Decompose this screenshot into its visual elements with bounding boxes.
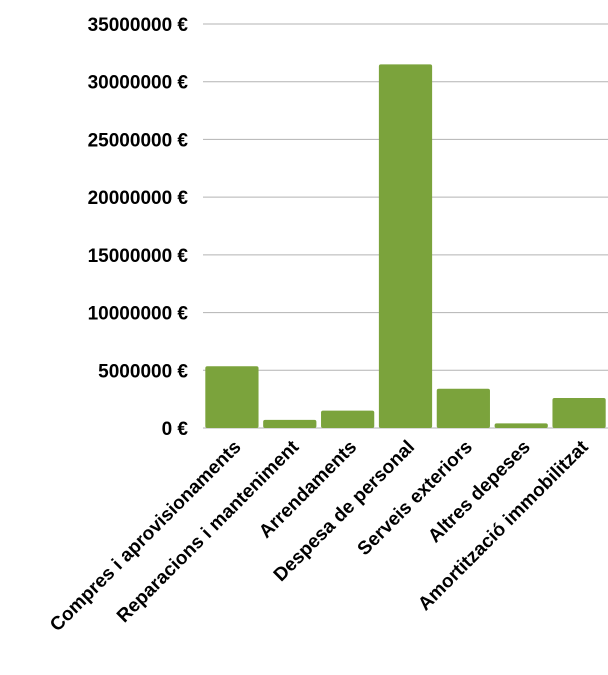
y-tick-label: 15000000 € [88, 246, 189, 267]
y-tick-label: 30000000 € [88, 73, 189, 94]
y-tick-label: 25000000 € [88, 130, 189, 151]
y-tick-label: 0 € [162, 419, 189, 440]
x-category-label: Altres depeses [424, 437, 534, 547]
y-tick-label: 5000000 € [98, 361, 188, 382]
bar [205, 366, 259, 428]
y-axis-tick-labels: 0 € 5000000 € 10000000 € 15000000 € 20000000… [88, 15, 189, 440]
y-tick-label: 35000000 € [88, 15, 189, 36]
bar [378, 64, 433, 429]
bar [494, 423, 548, 428]
y-tick-label: 20000000 € [88, 188, 189, 209]
bar [263, 419, 317, 428]
y-tick-label: 10000000 € [88, 304, 189, 325]
x-category-label: Arrendaments [255, 437, 361, 543]
bar [321, 410, 375, 428]
bar [436, 388, 490, 428]
bars [205, 64, 606, 429]
bar [552, 397, 606, 428]
